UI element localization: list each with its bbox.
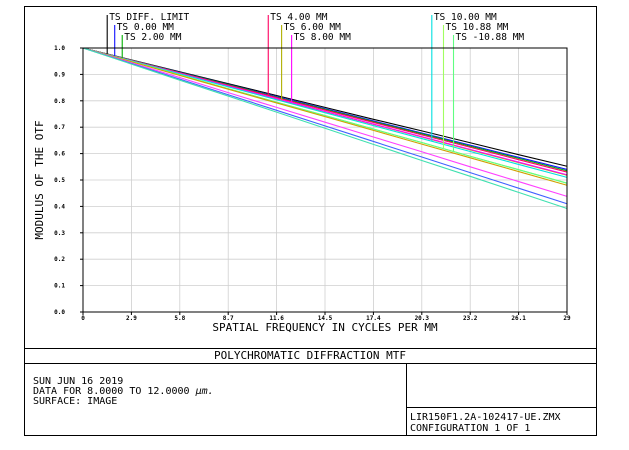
y-tick-label: 0.7	[54, 124, 65, 131]
info-data-range-unit: µm.	[195, 386, 214, 397]
x-axis-title: SPATIAL FREQUENCY IN CYCLES PER MM	[212, 321, 438, 334]
info-data-range-prefix: DATA FOR 8.0000 TO 12.0000	[33, 386, 196, 397]
legend-label: TS 4.00 MM	[270, 12, 327, 23]
x-tick-label: 14.5	[318, 315, 333, 322]
tick-labels: 0 2.9 5.8 8.7 11.6 14.5 17.4 20.3 23.2 26.1 29 0.0 0…	[54, 45, 571, 322]
legend-label: TS 2.00 MM	[124, 32, 181, 43]
info-file-name: LIR150F1.2A-102417-UE.ZMX	[410, 412, 561, 423]
mtf-curve-11	[82, 47, 568, 205]
info-surface: SURFACE: IMAGE	[33, 396, 117, 407]
y-tick-label: 0.0	[54, 309, 65, 316]
y-tick-label: 0.6	[54, 151, 65, 158]
legend-label: TS 10.88 MM	[445, 22, 508, 33]
mtf-curve-9	[82, 47, 568, 186]
y-tick-label: 0.5	[54, 177, 65, 184]
y-tick-label: 1.0	[54, 45, 65, 52]
x-tick-label: 23.2	[463, 315, 478, 322]
mtf-curves	[82, 47, 568, 210]
y-tick-label: 0.4	[54, 203, 65, 210]
x-tick-label: 17.4	[366, 315, 381, 322]
y-tick-label: 0.1	[54, 283, 65, 290]
legend-label: TS 10.00 MM	[434, 12, 497, 23]
x-tick-label: 5.8	[174, 315, 185, 322]
grid	[80, 47, 568, 315]
y-tick-label: 0.2	[54, 256, 65, 263]
x-tick-label: 2.9	[126, 315, 137, 322]
legend-label: TS -10.88 MM	[456, 32, 525, 43]
mtf-curve-12	[82, 47, 568, 210]
info-data-range: DATA FOR 8.0000 TO 12.0000 µm.	[33, 386, 214, 397]
legend-label: TS 0.00 MM	[117, 22, 174, 33]
y-axis-title: MODULUS OF THE OTF	[33, 120, 46, 239]
y-tick-label: 0.8	[54, 98, 65, 105]
mtf-curve-6	[82, 47, 568, 178]
x-tick-label: 20.3	[415, 315, 430, 322]
x-tick-label: 8.7	[223, 315, 234, 322]
info-configuration: CONFIGURATION 1 OF 1	[410, 423, 530, 434]
legend-label: TS DIFF. LIMIT	[109, 12, 189, 23]
x-tick-label: 29	[563, 315, 571, 322]
x-tick-label: 0	[81, 315, 85, 322]
legend-label: TS 6.00 MM	[284, 22, 341, 33]
outer-frame	[24, 6, 597, 436]
info-date: SUN JUN 16 2019	[33, 376, 123, 387]
x-tick-label: 11.6	[269, 315, 284, 322]
x-tick-label: 26.1	[511, 315, 526, 322]
chart-title: POLYCHROMATIC DIFFRACTION MTF	[214, 349, 406, 362]
mtf-curve-10	[82, 47, 568, 197]
y-tick-label: 0.3	[54, 230, 65, 237]
legend-label: TS 8.00 MM	[294, 32, 351, 43]
y-tick-label: 0.9	[54, 71, 65, 78]
plot-area	[82, 47, 568, 313]
